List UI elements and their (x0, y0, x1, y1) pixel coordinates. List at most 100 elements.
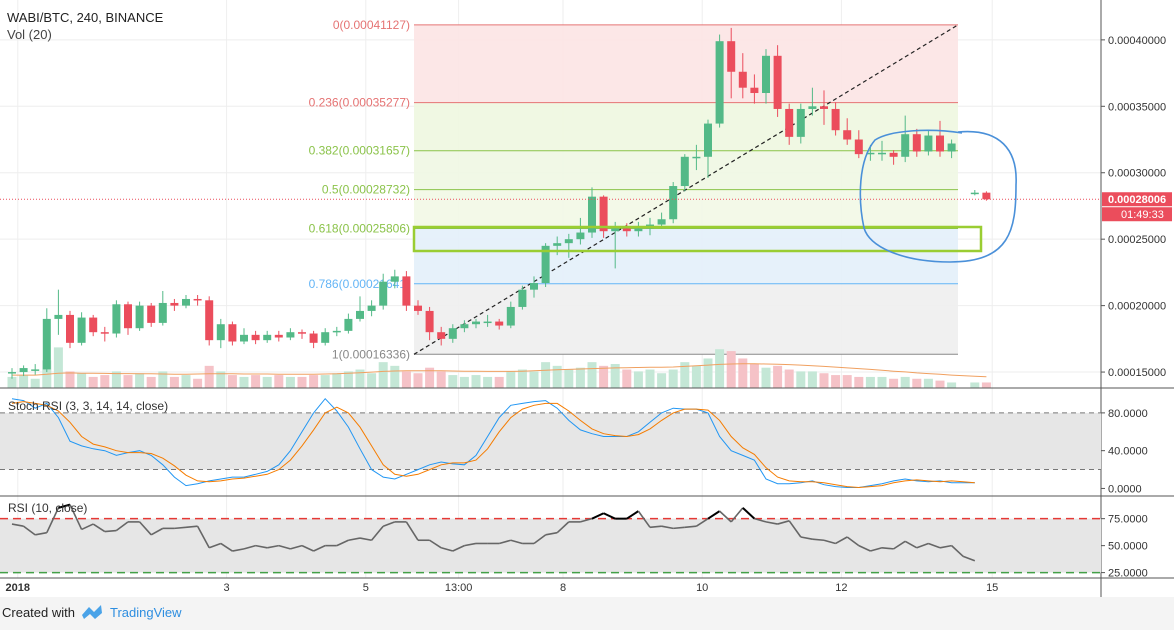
volume-bar (88, 376, 98, 388)
candle-body (170, 302, 179, 306)
volume-bar (158, 371, 168, 388)
volume-bar (413, 373, 423, 388)
volume-bar (889, 378, 899, 388)
volume-bar (262, 376, 272, 388)
rsi-line-segment (348, 537, 361, 542)
rsi-line-segment (695, 517, 709, 527)
candle-body (762, 55, 770, 94)
volume-bar (749, 364, 759, 388)
highlight-box-618 (412, 225, 983, 253)
candle-body (750, 87, 759, 94)
candle-body (947, 143, 956, 152)
candle-body (854, 139, 863, 155)
volume-bar (355, 369, 365, 388)
volume-bar (181, 375, 191, 388)
candle-body (820, 106, 828, 109)
volume-bar (807, 371, 817, 388)
rsi-tick-label: 75.0000 (1108, 514, 1148, 526)
rsi-line-segment (939, 544, 952, 549)
candle-body (414, 305, 422, 311)
stoch-title: Stoch RSI (3, 3, 14, 14, close) (8, 399, 168, 413)
rsi-line-segment (777, 520, 790, 525)
fib-zone (414, 228, 958, 284)
fib-trend-line (413, 24, 959, 355)
rsi-line-segment (556, 521, 570, 534)
volume-bar (506, 371, 516, 388)
candle-body (738, 71, 747, 88)
volume-bar (726, 351, 736, 388)
volume-bar (912, 378, 922, 388)
volume-bar (53, 347, 63, 388)
rsi-line-segment (916, 542, 929, 549)
rsi-line-segment (69, 504, 83, 530)
volume-bar (378, 362, 388, 388)
candle-body (448, 328, 457, 339)
rsi-line-segment (904, 540, 918, 549)
volume-bar (796, 371, 806, 388)
stoch-line (11, 401, 975, 489)
volume-bar (320, 375, 330, 388)
rsi-line-segment (673, 526, 685, 530)
rsi-line-segment (742, 507, 756, 520)
candle-body (379, 281, 388, 306)
candle-body (576, 232, 585, 240)
rsi-line-segment (452, 544, 465, 552)
tradingview-link[interactable]: TradingView (110, 605, 182, 620)
candle-body (785, 108, 794, 137)
candle-body (460, 324, 469, 329)
volume-bar (599, 365, 609, 388)
rsi-line-segment (232, 548, 245, 552)
volume-bar (111, 371, 121, 388)
candle-body (611, 228, 620, 232)
volume-bar (564, 369, 574, 388)
volume-bar (204, 365, 214, 388)
volume-bar (227, 375, 237, 388)
volume-bar (703, 358, 713, 388)
candle-body (553, 243, 562, 246)
volume-bar (633, 371, 643, 388)
rsi-line-segment (533, 534, 547, 545)
candle-body (495, 321, 504, 326)
candle-body (89, 317, 98, 333)
volume-bar (193, 378, 203, 388)
rsi-line-segment (730, 507, 744, 523)
volume-bar (436, 371, 446, 388)
candle-body (541, 245, 550, 284)
x-tick-label: 2018 (6, 582, 30, 594)
rsi-line-segment (150, 527, 164, 536)
x-tick-label: 8 (560, 582, 566, 594)
rsi-line-segment (313, 544, 326, 552)
candle-body (680, 156, 689, 187)
volume-bar (738, 358, 748, 388)
candle-body (796, 108, 805, 137)
candle-body (100, 332, 109, 334)
rsi-line-segment (498, 539, 512, 545)
rsi-line-segment (800, 536, 813, 540)
volume-bar (100, 375, 110, 388)
volume-bar (831, 375, 841, 388)
rsi-line-segment (174, 526, 187, 530)
rsi-line-segment (754, 517, 767, 523)
tradingview-logo-icon (80, 603, 104, 626)
stoch-tick-label: 80.0000 (1108, 408, 1148, 420)
candle-body (367, 305, 376, 311)
candle-body (924, 135, 933, 152)
countdown-value: 01:49:33 (1121, 209, 1164, 221)
rsi-line-segment (208, 542, 222, 549)
rsi-line-segment (336, 539, 349, 547)
candle-body (669, 186, 678, 220)
rsi-line-segment (591, 512, 605, 520)
candle-body (298, 332, 306, 334)
volume-ma-line (12, 363, 987, 378)
volume-bar (622, 369, 632, 388)
chart-symbol-title: WABI/BTC, 240, BINANCE (7, 10, 164, 25)
rsi-line-segment (104, 529, 117, 533)
volume-bar (529, 371, 539, 388)
current-price-value: 0.00028006 (1108, 194, 1166, 206)
volume-indicator-label: Vol (20) (7, 27, 52, 42)
y-tick-label: 0.00020000 (1108, 301, 1166, 313)
volume-bar (923, 378, 933, 388)
candle-body (483, 321, 492, 324)
volume-bar (541, 362, 551, 388)
x-tick-label: 13:00 (445, 582, 473, 594)
